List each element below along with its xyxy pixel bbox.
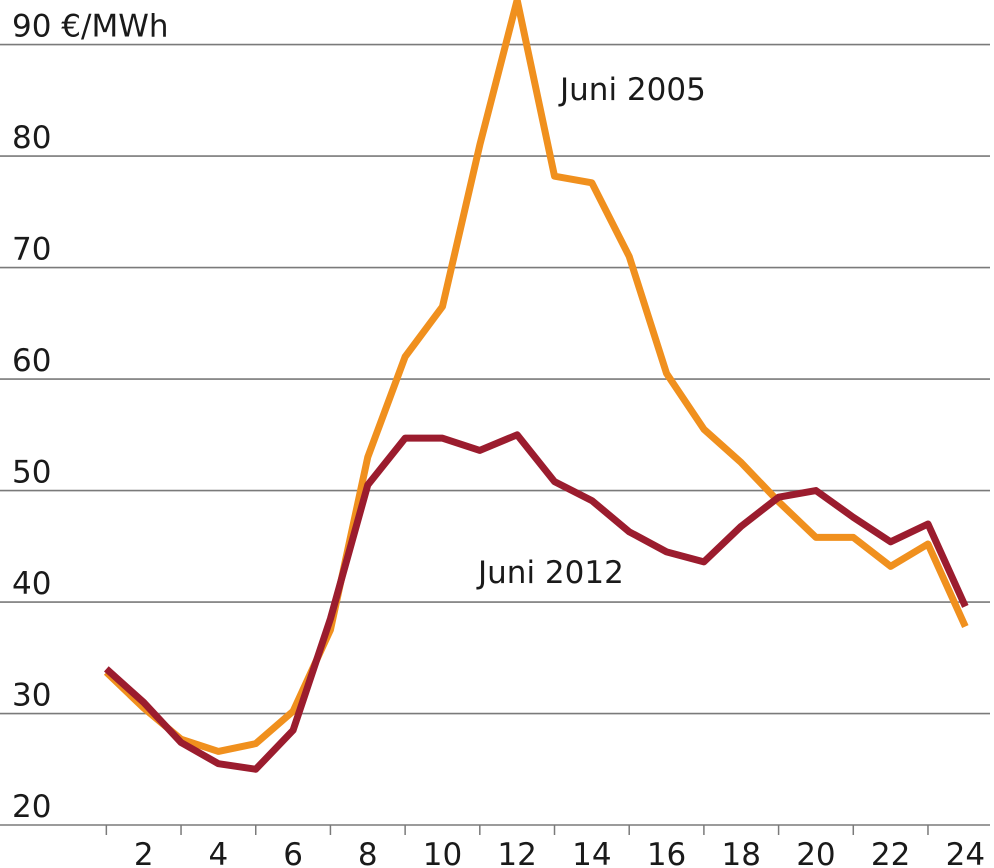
x-tick-label: 6 (283, 837, 303, 868)
series-label: Juni 2012 (476, 555, 624, 591)
x-tick-label: 16 (647, 837, 686, 868)
x-tick-label: 8 (358, 837, 378, 868)
x-tick-label: 4 (209, 837, 229, 868)
y-tick-label: 60 (12, 343, 51, 379)
x-tick-label: 18 (722, 837, 761, 868)
x-tick-label: 20 (796, 837, 835, 868)
y-tick-label: 70 (12, 232, 51, 268)
x-tick-label: 24 (946, 837, 985, 868)
x-tick-label: 10 (423, 837, 462, 868)
series-line (103, 0, 969, 755)
y-tick-label: 30 (12, 678, 51, 714)
x-tick-label: 2 (134, 837, 154, 868)
x-tick-label: 12 (497, 837, 536, 868)
x-tick-label: 14 (572, 837, 611, 868)
y-tick-label: 80 (12, 120, 51, 156)
series-label: Juni 2005 (558, 72, 706, 108)
y-tick-label: 40 (12, 566, 51, 602)
y-tick-label: 20 (12, 789, 51, 825)
y-tick-label: 50 (12, 455, 51, 491)
series-line (104, 431, 969, 773)
y-tick-label: 90 €/MWh (12, 9, 169, 45)
x-tick-label: 22 (871, 837, 910, 868)
